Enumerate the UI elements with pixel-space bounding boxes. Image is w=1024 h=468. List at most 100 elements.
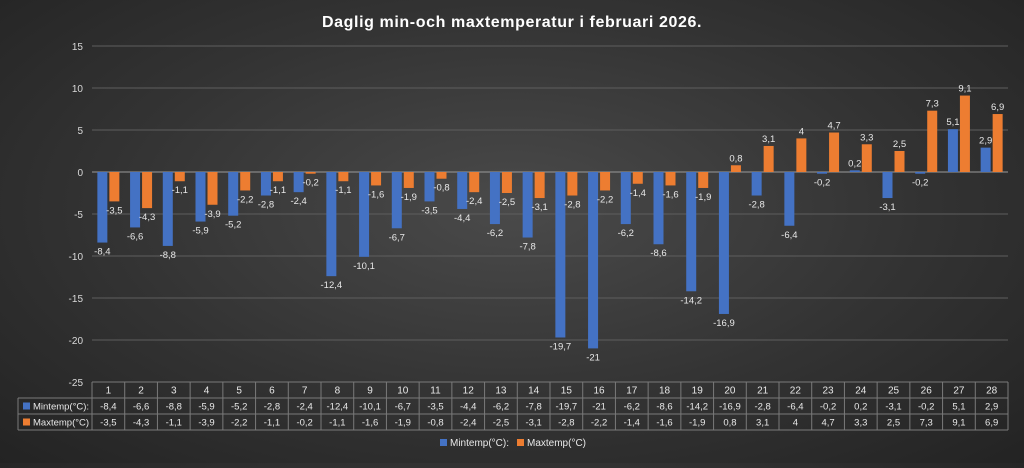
bar-maxtemp	[600, 172, 611, 191]
bar-maxtemp	[861, 144, 872, 172]
table-cell: 9,1	[952, 418, 965, 429]
bar-maxtemp	[272, 172, 283, 182]
data-label: -3,1	[531, 202, 547, 213]
bar-mintemp	[391, 172, 402, 229]
bar-mintemp	[588, 172, 599, 349]
table-cell: 2,5	[887, 418, 900, 429]
table-cell: -0,2	[820, 402, 836, 413]
bar-mintemp	[686, 172, 697, 292]
bar-mintemp	[293, 172, 304, 193]
bar-mintemp	[162, 172, 173, 246]
bar-maxtemp	[371, 172, 382, 186]
category-label: 14	[528, 386, 540, 397]
table-cell: -3,1	[885, 402, 901, 413]
table-cell: -6,7	[395, 402, 411, 413]
bar-maxtemp	[240, 172, 251, 191]
bar-maxtemp	[698, 172, 709, 188]
bar-maxtemp	[894, 151, 905, 172]
data-label: 3,1	[762, 134, 775, 145]
category-label: 24	[855, 386, 867, 397]
bar-mintemp	[555, 172, 566, 338]
bar-maxtemp	[829, 132, 840, 172]
category-label: 25	[888, 386, 900, 397]
table-cell: -3,5	[100, 418, 116, 429]
data-label: -7,8	[519, 242, 535, 253]
data-label: -16,9	[713, 318, 735, 329]
legend-swatch-mintemp	[440, 439, 447, 446]
bar-mintemp	[817, 172, 828, 174]
data-label: 9,1	[958, 84, 971, 95]
data-label: -2,8	[748, 200, 764, 211]
data-label: 6,9	[991, 102, 1004, 113]
table-cell: -16,9	[719, 402, 741, 413]
data-label: -1,4	[630, 188, 646, 199]
data-label: -6,2	[487, 228, 503, 239]
data-label: -1,9	[695, 192, 711, 203]
data-label: -2,4	[466, 196, 482, 207]
data-label: -0,8	[433, 183, 449, 194]
data-label: -14,2	[680, 295, 702, 306]
bar-mintemp	[489, 172, 500, 225]
bar-mintemp	[980, 147, 991, 172]
category-label: 17	[626, 386, 638, 397]
bar-mintemp	[784, 172, 795, 226]
bar-maxtemp	[534, 172, 545, 199]
bar-mintemp	[915, 172, 926, 174]
data-label: -4,4	[454, 213, 470, 224]
data-label: -2,2	[597, 194, 613, 205]
table-cell: -7,8	[525, 402, 541, 413]
table-cell: -2,5	[493, 418, 509, 429]
table-cell: -5,9	[198, 402, 214, 413]
legend-label-mintemp: Mintemp(°C):	[450, 438, 509, 449]
table-cell: -1,6	[362, 418, 378, 429]
table-cell: 5,1	[952, 402, 965, 413]
data-label: -4,3	[139, 212, 155, 223]
category-label: 13	[495, 386, 507, 397]
data-label: -19,7	[550, 341, 572, 352]
bar-maxtemp	[436, 172, 447, 179]
data-label: -12,4	[321, 280, 343, 291]
category-label: 11	[430, 386, 441, 397]
bar-maxtemp	[665, 172, 676, 186]
bar-mintemp	[326, 172, 337, 277]
data-label: -2,2	[237, 194, 253, 205]
category-label: 4	[204, 386, 210, 397]
table-cell: -1,9	[689, 418, 705, 429]
bar-maxtemp	[338, 172, 349, 182]
table-cell: -5,2	[231, 402, 247, 413]
table-cell: -1,4	[624, 418, 640, 429]
table-cell: -12,4	[327, 402, 349, 413]
bar-mintemp	[97, 172, 108, 243]
table-cell: -6,6	[133, 402, 149, 413]
table-cell: 6,9	[985, 418, 998, 429]
table-cell: -0,2	[918, 402, 934, 413]
bar-mintemp	[457, 172, 468, 209]
bar-mintemp	[718, 172, 729, 314]
table-series-name: Maxtemp(°C)	[33, 418, 89, 429]
category-label: 28	[986, 386, 998, 397]
bar-maxtemp	[207, 172, 218, 205]
bar-mintemp	[620, 172, 631, 225]
table-cell: 4	[793, 418, 798, 429]
table-cell: -4,3	[133, 418, 149, 429]
bar-mintemp	[195, 172, 206, 222]
bar-mintemp	[522, 172, 533, 238]
y-tick-label: -15	[69, 294, 84, 305]
bar-mintemp	[882, 172, 893, 199]
bar-mintemp	[947, 129, 958, 172]
data-label: -21	[586, 352, 600, 363]
table-cell: -2,2	[231, 418, 247, 429]
data-label: -1,1	[172, 185, 188, 196]
category-label: 20	[724, 386, 736, 397]
table-cell: -21	[592, 402, 606, 413]
category-label: 10	[397, 386, 409, 397]
data-label: -6,2	[618, 228, 634, 239]
bar-maxtemp	[142, 172, 153, 209]
bar-maxtemp	[403, 172, 414, 188]
category-label: 21	[757, 386, 769, 397]
category-label: 22	[790, 386, 802, 397]
category-label: 12	[463, 386, 475, 397]
table-cell: -3,5	[427, 402, 443, 413]
data-label: -3,9	[204, 209, 220, 220]
data-label: -1,6	[662, 189, 678, 200]
